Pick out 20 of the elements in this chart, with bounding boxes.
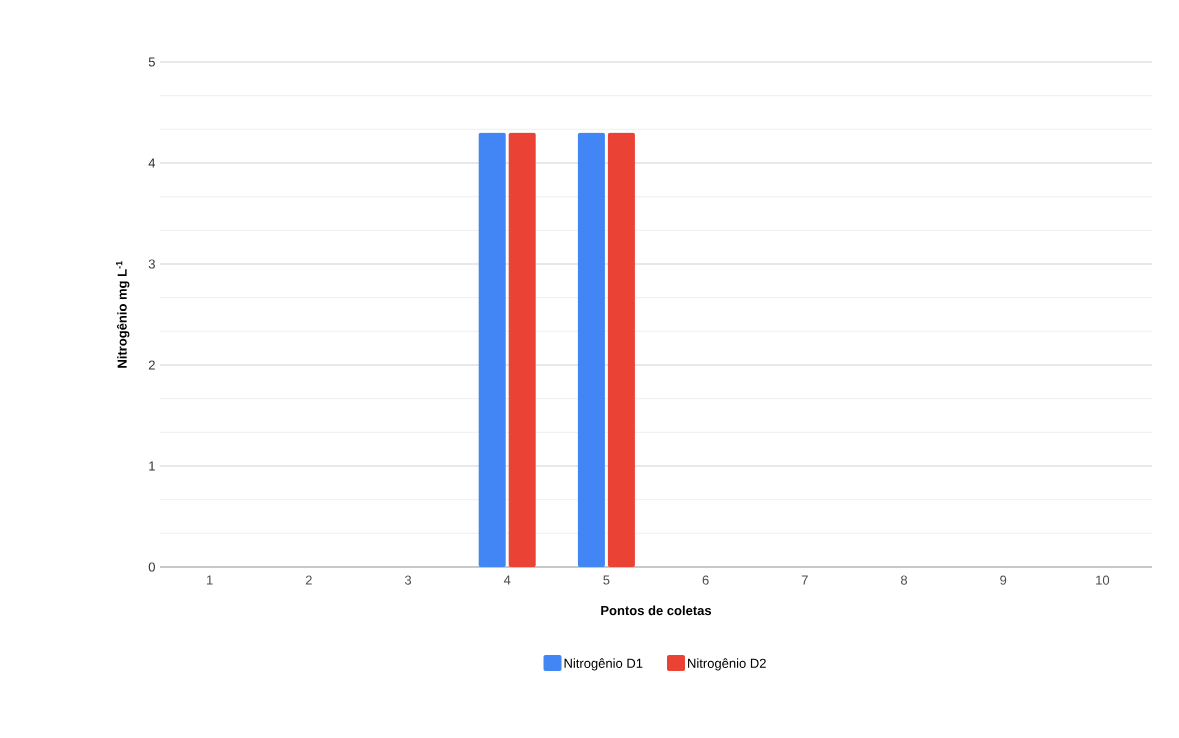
x-tick-label: 8 — [900, 575, 908, 585]
y-axis-title: Nitrogênio mg L$^{-1}$ — [116, 261, 130, 368]
x-tick-label: 7 — [801, 575, 808, 585]
x-tick-label: 4 — [503, 575, 511, 585]
y-tick-label: 5 — [148, 57, 155, 67]
x-tick-label: 5 — [603, 575, 610, 585]
y-tick-label: 3 — [148, 259, 155, 269]
x-tick-label: 9 — [1000, 575, 1007, 585]
x-axis-title: Pontos de coletas — [601, 605, 712, 616]
legend-label: Nitrogênio D1 — [564, 658, 643, 671]
x-tick-label: 6 — [702, 575, 709, 585]
x-tick-label: 10 — [1096, 575, 1110, 585]
y-tick-label: 1 — [149, 461, 155, 471]
x-tick-label: 3 — [404, 575, 412, 585]
legend-label: Nitrogênio D2 — [688, 658, 766, 671]
y-tick-label: 0 — [148, 562, 155, 572]
x-tick-label: 1 — [206, 575, 213, 585]
y-tick-label: 2 — [148, 360, 155, 370]
y-tick-label: 4 — [148, 158, 156, 168]
x-tick-label: 2 — [305, 575, 312, 585]
